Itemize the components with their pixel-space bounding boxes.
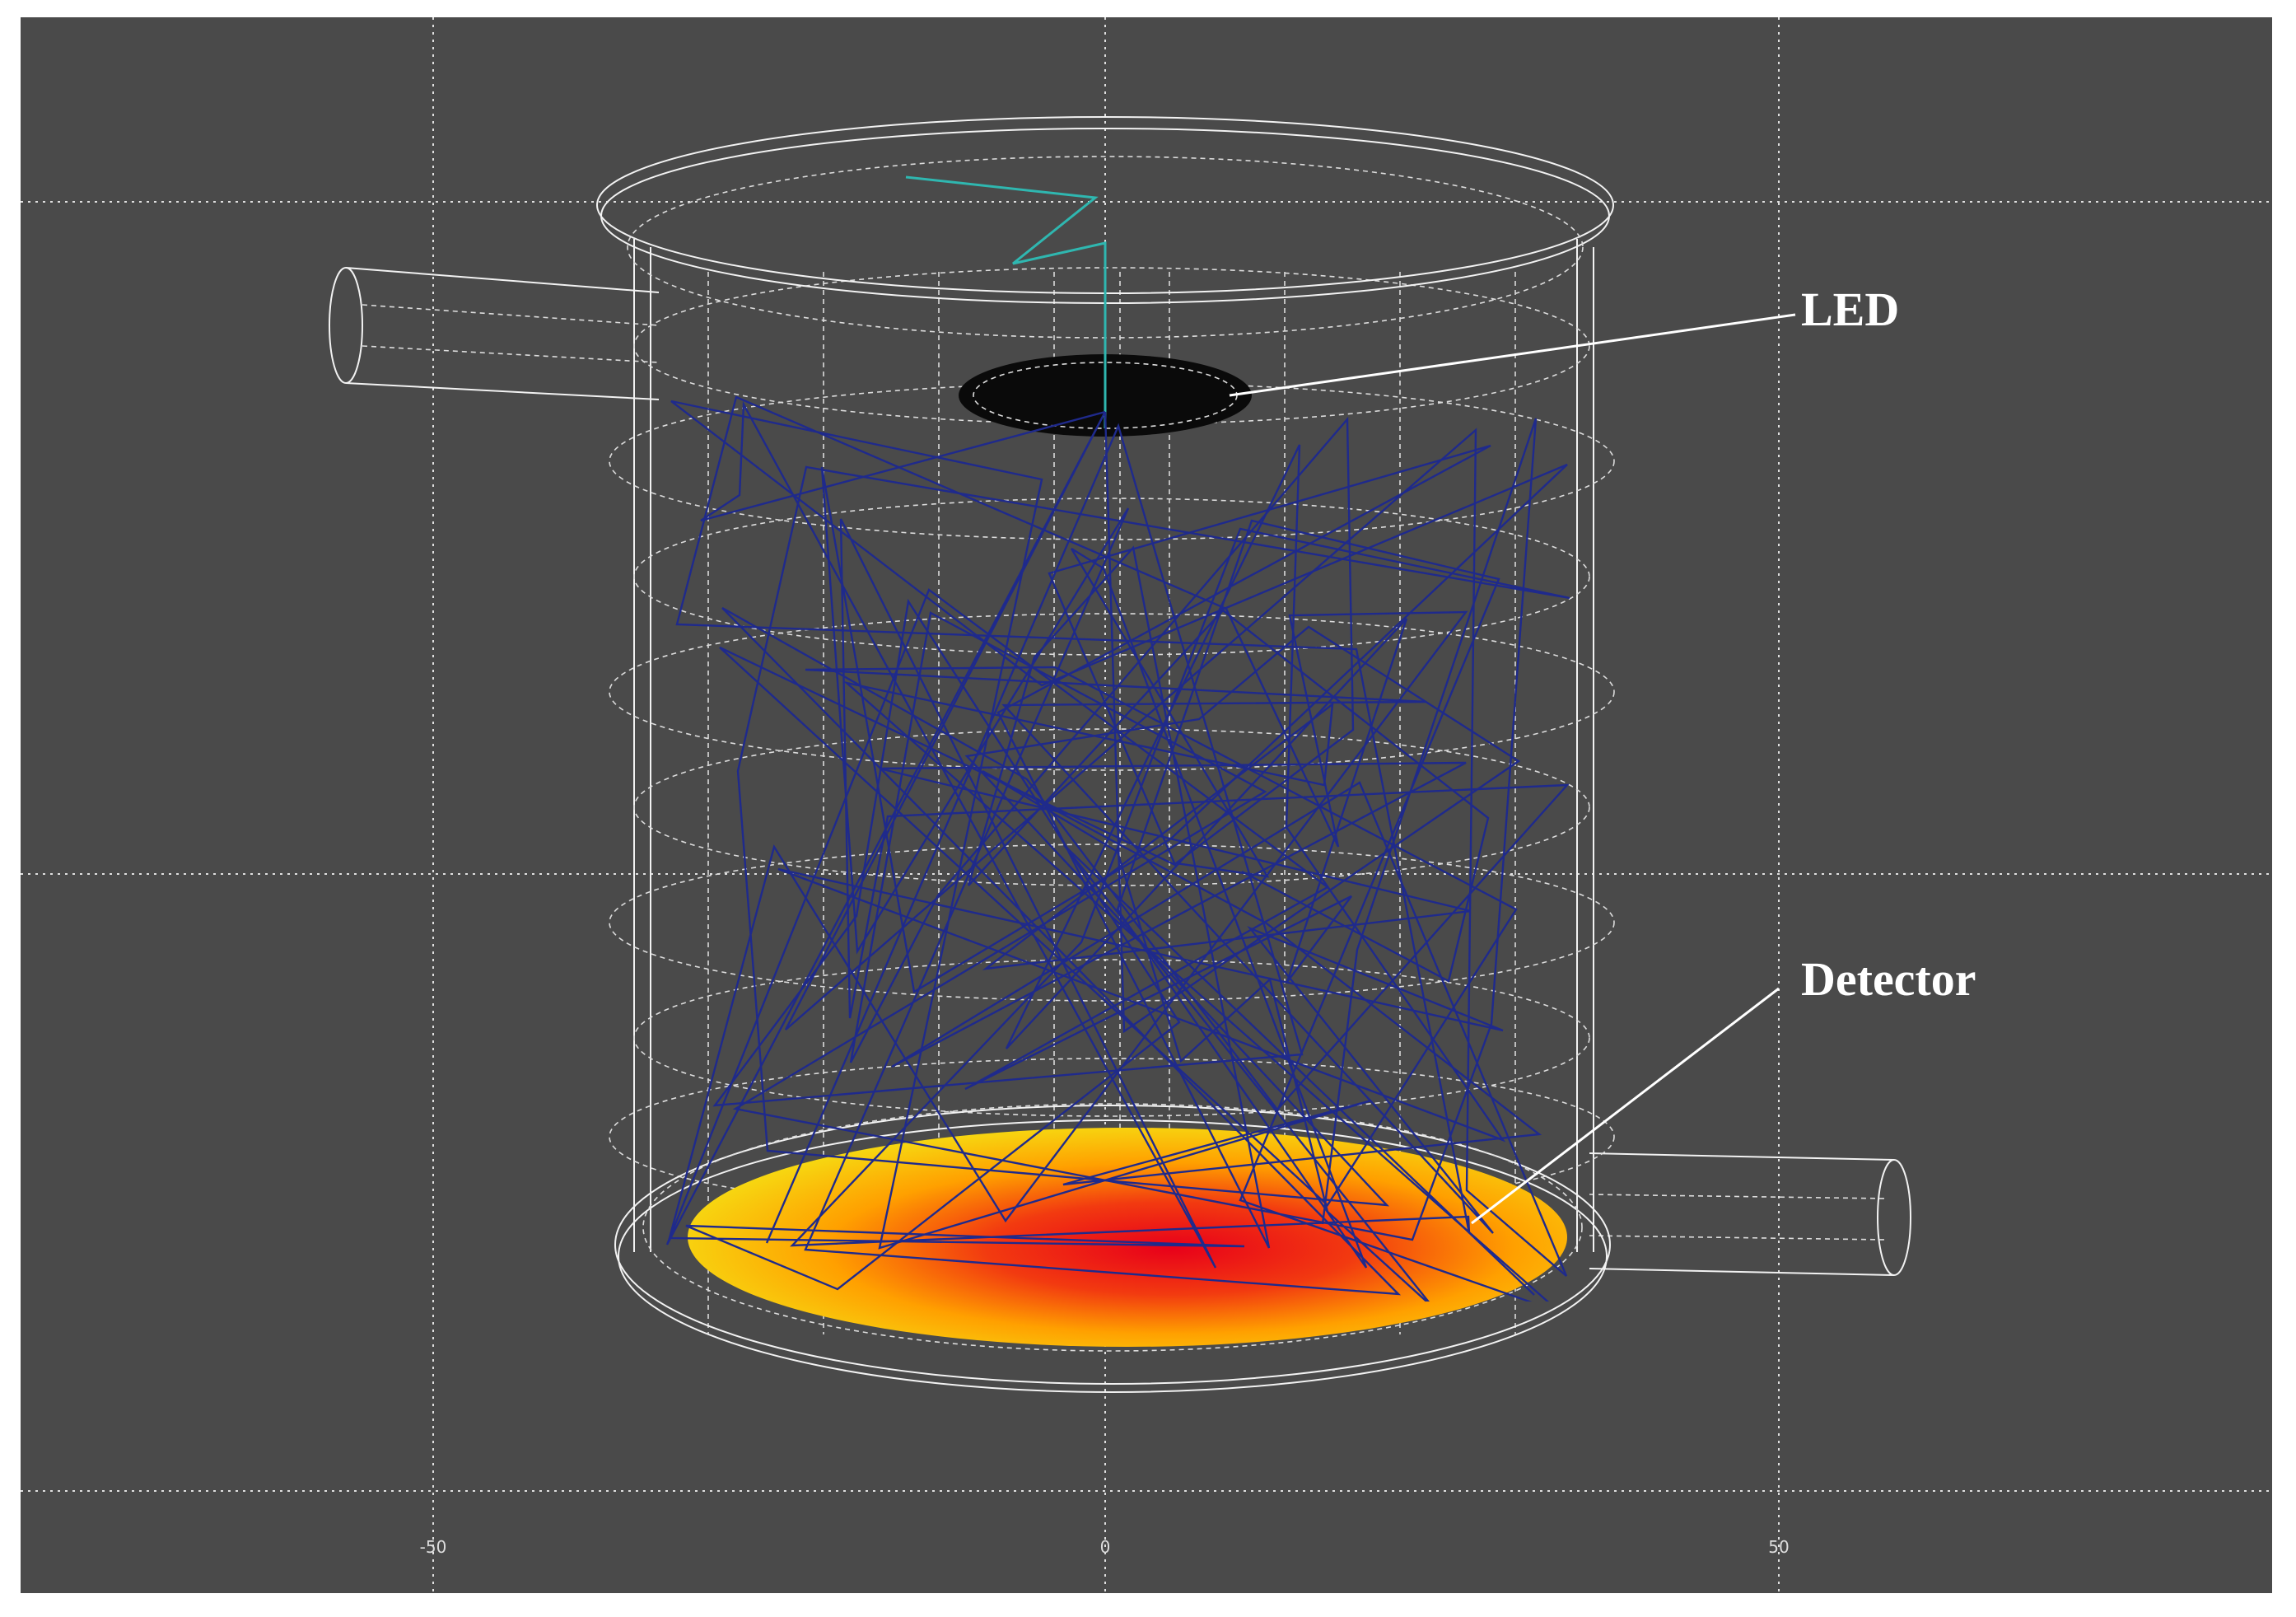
ring [633, 728, 1590, 886]
ray-path [665, 411, 1518, 1249]
ray-path [670, 400, 1570, 1302]
detector-label: Detector [1801, 952, 1976, 1006]
axis-label: 0 [1100, 1537, 1111, 1557]
ring [609, 844, 1615, 1002]
ring [633, 959, 1590, 1117]
right-pipe [1589, 1152, 1911, 1276]
light-rays [665, 395, 1570, 1302]
axis-label: 50 [1768, 1537, 1789, 1557]
axis-gizmo [905, 175, 1107, 428]
vessel-wireframe [329, 116, 1911, 1393]
ray-path [668, 395, 1570, 1291]
led-label: LED [1801, 283, 1899, 336]
ring [633, 498, 1590, 656]
leader-line [1471, 987, 1780, 1225]
ring [609, 613, 1615, 771]
leader-line [1229, 313, 1796, 397]
ray-path [732, 411, 1568, 1302]
axis-label: -50 [420, 1537, 447, 1557]
left-pipe [329, 267, 660, 400]
ring [633, 267, 1590, 425]
ring [609, 382, 1615, 540]
detector-surface [688, 1128, 1567, 1347]
